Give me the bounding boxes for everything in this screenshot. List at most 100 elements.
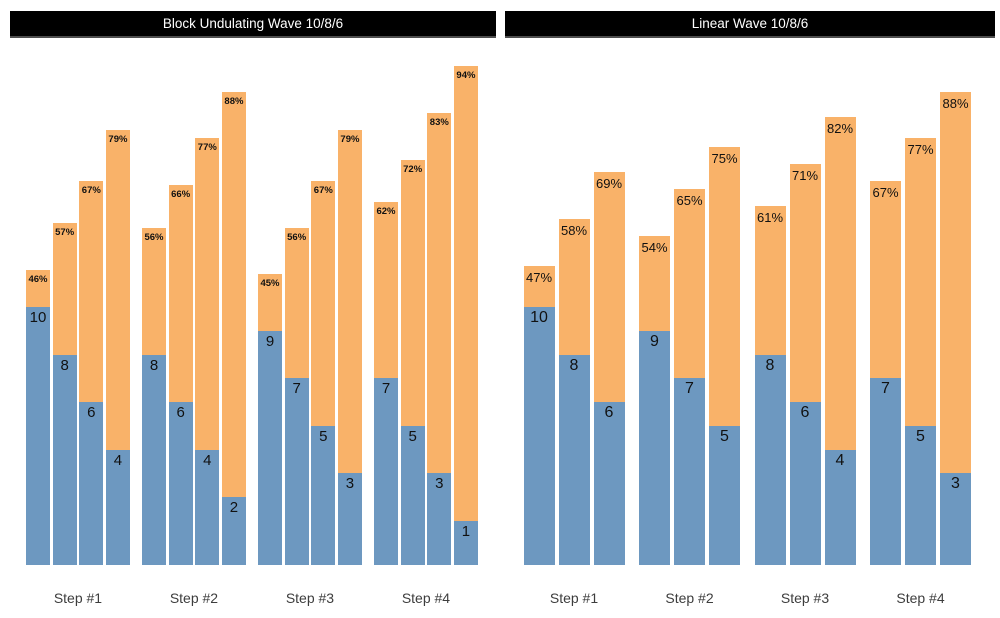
- bar-reps-label: 9: [650, 332, 659, 350]
- bar-reps-segment: [674, 378, 705, 565]
- bar-intensity-segment: [142, 227, 166, 355]
- bar-intensity-segment: [870, 180, 901, 379]
- bar-intensity-segment: [284, 227, 309, 379]
- bar-intensity-label: 47%: [525, 269, 553, 285]
- bar-reps-label: 1: [461, 522, 471, 540]
- bar-intensity-segment: [674, 189, 705, 379]
- bar-intensity-segment: [105, 129, 130, 450]
- bar-reps-label: 6: [800, 404, 810, 421]
- bar-reps-label: 6: [87, 404, 96, 421]
- bar-reps-segment: [824, 449, 856, 565]
- bar-intensity-segment: [221, 91, 246, 497]
- bar-reps-label: 6: [176, 404, 185, 421]
- x-axis-label: Step #4: [896, 590, 945, 606]
- bar-intensity-label: 56%: [287, 231, 307, 243]
- bar-reps-segment: [311, 425, 336, 565]
- bar-reps-segment: [870, 378, 901, 565]
- bar-reps-segment: [523, 307, 555, 565]
- x-axis-label: Step #2: [665, 590, 714, 606]
- bar-reps-segment: [400, 425, 425, 565]
- bar-intensity-segment: [400, 159, 425, 426]
- bar-intensity-label: 79%: [108, 133, 128, 145]
- x-axis-label: Step #3: [780, 590, 830, 606]
- chart-panel-block-undulating-wave: Block Undulating Wave 10/8/6 46% 10 57% 8 67…: [10, 0, 496, 618]
- bar-reps-segment: [26, 307, 50, 565]
- bar-reps-segment: [558, 354, 590, 565]
- bar-reps-label: 4: [203, 451, 212, 469]
- bar-reps-segment: [284, 378, 309, 565]
- bar-reps-segment: [221, 497, 246, 565]
- bar-intensity-label: 88%: [224, 95, 244, 107]
- bar-intensity-segment: [337, 129, 362, 474]
- bar-intensity-label: 77%: [907, 142, 934, 158]
- bar-intensity-label: 58%: [560, 223, 588, 238]
- bar-intensity-label: 62%: [376, 206, 396, 217]
- bar-reps-segment: [168, 402, 193, 565]
- bar-intensity-segment: [374, 202, 398, 379]
- bar-intensity-segment: [558, 219, 590, 355]
- bar-intensity-segment: [824, 117, 856, 450]
- bar-reps-label: 10: [530, 309, 548, 326]
- bar-reps-label: 5: [319, 427, 328, 445]
- bar-intensity-segment: [523, 265, 555, 307]
- bar-reps-label: 8: [60, 356, 69, 374]
- x-axis-label: Step #4: [401, 590, 451, 606]
- bar-reps-label: 5: [916, 427, 925, 445]
- bar-intensity-label: 69%: [595, 176, 623, 192]
- bar-reps-label: 3: [345, 475, 355, 493]
- bar-reps-segment: [142, 354, 166, 565]
- bar-reps-label: 5: [408, 427, 417, 445]
- chart-title: Block Undulating Wave 10/8/6: [162, 16, 344, 31]
- bar-intensity-segment: [789, 163, 821, 402]
- bar-reps-segment: [337, 473, 362, 565]
- bar-reps-segment: [195, 449, 220, 565]
- bar-reps-segment: [639, 330, 670, 565]
- bar-intensity-segment: [52, 223, 77, 355]
- bar-intensity-segment: [79, 180, 104, 402]
- bar-intensity-segment: [905, 138, 936, 426]
- bar-intensity-label: 67%: [313, 184, 333, 196]
- bar-reps-segment: [940, 473, 971, 565]
- bar-reps-label: 7: [881, 380, 890, 398]
- bar-intensity-segment: [195, 138, 220, 450]
- bar-reps-segment: [593, 402, 625, 565]
- bar-intensity-label: 46%: [28, 274, 48, 285]
- bar-reps-segment: [105, 449, 130, 565]
- bar-intensity-segment: [639, 236, 670, 331]
- bar-intensity-label: 71%: [791, 167, 819, 183]
- bar-reps-label: 5: [720, 427, 729, 445]
- bar-reps-segment: [52, 354, 77, 565]
- bar-reps-segment: [453, 520, 478, 565]
- bar-intensity-label: 56%: [144, 231, 164, 243]
- plot-area-block-undulating-wave: 46% 10 57% 8 67% 6 79% 4 Step #1 56% 8 66% 6 77% 4 88% 2…: [10, 0, 496, 618]
- bar-intensity-label: 54%: [641, 240, 668, 255]
- bar-intensity-segment: [593, 172, 625, 402]
- bar-intensity-label: 65%: [676, 193, 703, 209]
- bar-reps-label: 7: [685, 380, 694, 398]
- bar-intensity-segment: [311, 180, 336, 426]
- chart-title-bar: Block Undulating Wave 10/8/6: [10, 11, 496, 38]
- bar-reps-label: 7: [381, 380, 391, 398]
- bar-reps-label: 10: [29, 309, 47, 326]
- x-axis-label: Step #1: [549, 590, 599, 606]
- x-axis-label: Step #3: [285, 590, 335, 606]
- bar-reps-label: 2: [229, 499, 239, 516]
- bar-intensity-label: 61%: [756, 210, 784, 226]
- bar-reps-segment: [374, 378, 398, 565]
- plot-area-linear-wave: 47% 10 58% 8 69% 6 Step #1 54% 9 65% 7 75% 5 Step #2 6…: [505, 0, 995, 618]
- bar-reps-label: 3: [951, 475, 960, 493]
- bar-intensity-label: 72%: [403, 163, 423, 175]
- bar-intensity-segment: [26, 270, 50, 307]
- chart-panel-linear-wave: Linear Wave 10/8/6 47% 10 58% 8 69% 6 Step #1 5…: [505, 0, 995, 618]
- bar-reps-label: 4: [835, 451, 845, 469]
- bar-intensity-label: 94%: [456, 70, 476, 81]
- bar-intensity-label: 83%: [429, 116, 449, 128]
- bar-reps-segment: [709, 425, 740, 565]
- bar-intensity-label: 67%: [81, 184, 101, 196]
- chart-title-bar: Linear Wave 10/8/6: [505, 11, 995, 38]
- bar-intensity-segment: [940, 91, 971, 474]
- x-axis-label: Step #1: [53, 590, 103, 606]
- bar-reps-label: 3: [435, 475, 444, 493]
- bar-reps-label: 4: [113, 451, 123, 469]
- bar-intensity-label: 79%: [340, 133, 360, 145]
